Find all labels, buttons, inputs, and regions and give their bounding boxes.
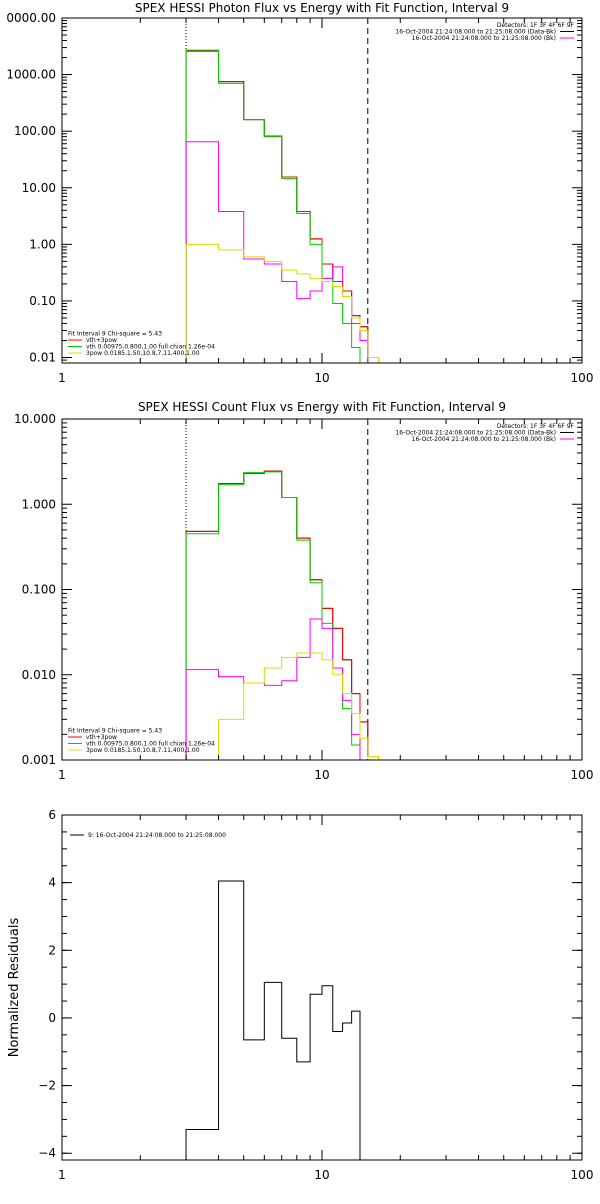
series-line-5 <box>186 652 380 760</box>
legend-left-text: 3pow 0.0185,1.50,10.8,7.11,400,1.00 <box>86 350 200 357</box>
y-tick-label: 6 <box>48 808 56 822</box>
chart-title: SPEX HESSI Photon Flux vs Energy with Fi… <box>135 1 509 15</box>
series-line-1 <box>185 50 380 363</box>
chart-title: SPEX HESSI Count Flux vs Energy with Fit… <box>138 400 506 414</box>
x-tick-label: 1 <box>58 1168 66 1182</box>
legend-top-text: 9: 16-Oct-2004 21:24:08.000 to 21:25:08.… <box>88 832 226 839</box>
legend-right-text: 16-Oct-2004 21:24:08.000 to 21:25:08.000… <box>395 430 556 437</box>
x-tick-label: 100 <box>571 768 594 782</box>
series-line-3 <box>185 471 379 760</box>
legend-left-text: vth+3pow <box>86 734 117 741</box>
y-tick-label: −4 <box>38 1146 56 1160</box>
x-tick-label: 100 <box>571 1168 594 1182</box>
y-tick-label: 0 <box>48 1011 56 1025</box>
x-tick-label: 10 <box>314 371 329 385</box>
series-line-5 <box>185 243 380 363</box>
legend-left-text: 3pow 0.0185,1.50,10.8,7.11,400,1.00 <box>86 747 200 754</box>
x-tick-label: 1 <box>58 371 66 385</box>
plot-data <box>185 18 380 363</box>
y-tick-label: 0.001 <box>22 753 56 767</box>
x-tick-label: 10 <box>314 768 329 782</box>
chart-panel-3: 1 10 100 −4 −2 0 2 4 6 Normalized Residuals 9: 16-… <box>7 808 593 1182</box>
legend-left-text: Fit Interval 9 Chi-square = 5.43 <box>68 331 162 338</box>
y-tick-label: 0.10 <box>29 294 56 308</box>
plot-data <box>185 419 380 760</box>
y-tick-label: 1000.00 <box>6 68 56 82</box>
x-tick-label: 10 <box>314 1168 329 1182</box>
y-tick-label: 0.100 <box>22 583 56 597</box>
legend-right-text: 16-Oct-2004 21:24:08.000 to 21:25:08.000… <box>412 35 556 42</box>
legend-left-text: vth+3pow <box>86 337 117 344</box>
axes-frame <box>61 17 583 364</box>
legend-right-text: 16-Oct-2004 21:24:08.000 to 21:25:08.000… <box>412 436 556 443</box>
plot-data <box>185 880 368 1160</box>
chart-panel-1: SPEX HESSI Photon Flux vs Energy with Fi… <box>6 1 593 385</box>
series-line-2 <box>185 470 380 760</box>
legend-right-text: 16-Oct-2004 21:24:08.000 to 21:25:08.000… <box>395 29 556 36</box>
series-line-3 <box>185 49 379 363</box>
y-tick-label: −2 <box>38 1079 56 1093</box>
y-tick-label: 100.00 <box>14 124 56 138</box>
series-line-1 <box>185 880 368 1160</box>
y-tick-label: 0000.00 <box>6 11 56 25</box>
legend-left-text: Fit Interval 9 Chi-square = 5.43 <box>68 728 162 735</box>
y-tick-label: 2 <box>48 943 56 957</box>
series-line-4 <box>185 618 379 760</box>
legend-left-text: vth 0.00975,0.800,1.00 full chian 1.26e-… <box>86 344 215 351</box>
y-tick-label: 10.000 <box>14 412 56 426</box>
y-tick-label: 1.00 <box>29 237 56 251</box>
y-tick-label: 10.00 <box>22 181 56 195</box>
y-tick-label: 0.010 <box>22 668 56 682</box>
x-tick-label: 1 <box>58 768 66 782</box>
y-axis-label: Normalized Residuals <box>7 918 22 1058</box>
series-line-2 <box>185 50 380 363</box>
legend-right-text: Detectors: 1F 3F 4F 6F 9F <box>497 423 575 430</box>
x-tick-label: 100 <box>571 371 594 385</box>
series-line-4 <box>185 141 379 363</box>
series-line-1 <box>185 470 380 760</box>
y-tick-label: 0.01 <box>29 351 56 365</box>
chart-panel-2: SPEX HESSI Count Flux vs Energy with Fit… <box>14 400 593 782</box>
legend-right-text: Detectors: 1F 3F 4F 6F 9F <box>497 22 575 29</box>
y-tick-label: 4 <box>48 876 56 890</box>
y-tick-label: 1.000 <box>22 497 56 511</box>
legend-left-text: vth 0.00975,0.800,1.00 full chian 1.26e-… <box>86 741 215 748</box>
